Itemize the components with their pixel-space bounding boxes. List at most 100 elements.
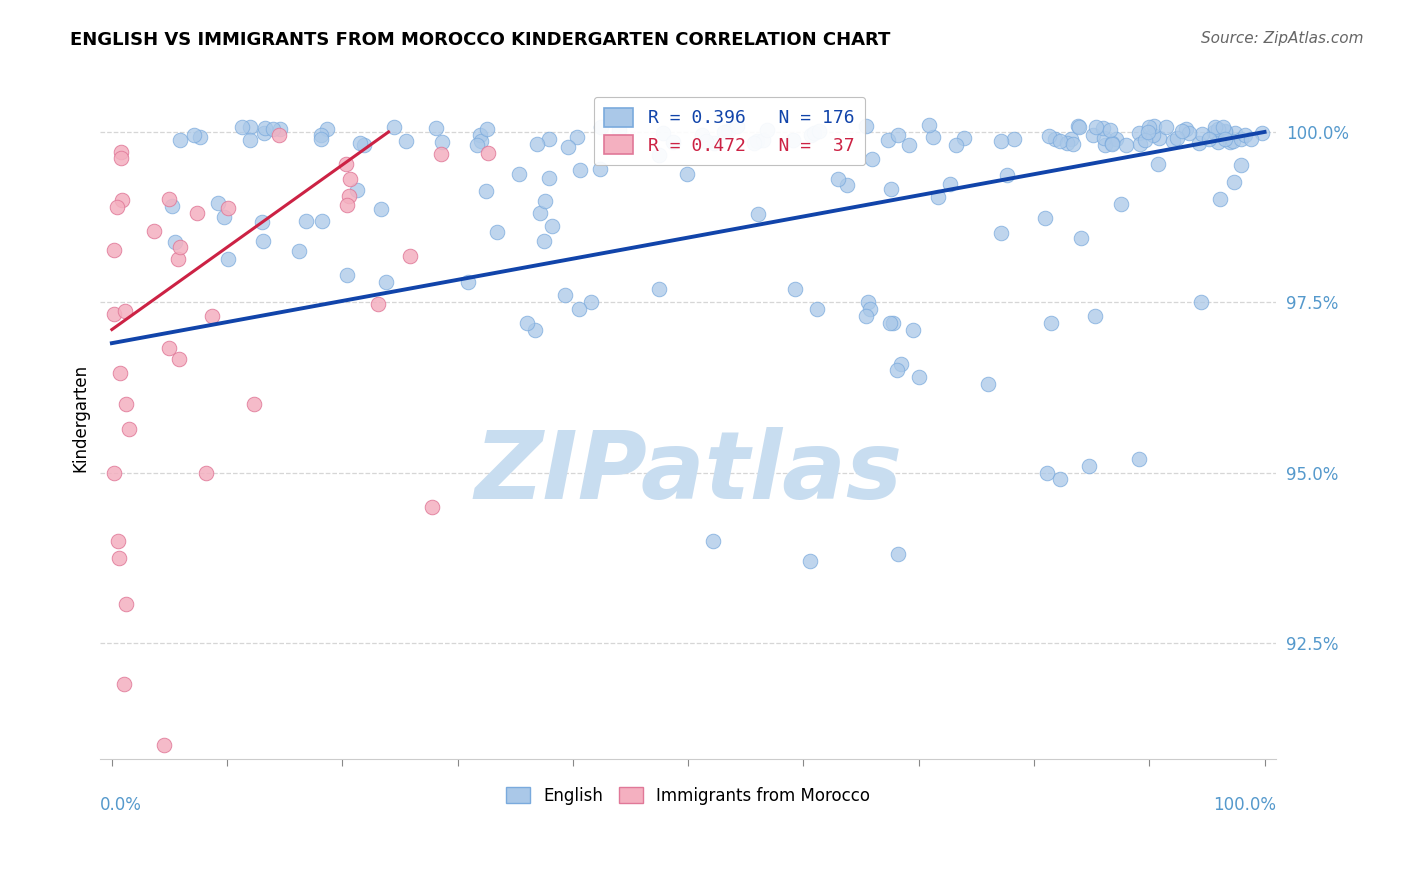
Point <box>105 200 128 214</box>
Point <box>114 397 136 411</box>
Point <box>1189 295 1212 310</box>
Point <box>162 199 184 213</box>
Point <box>114 304 136 318</box>
Point <box>859 302 882 317</box>
Point <box>990 226 1012 240</box>
Point <box>1198 132 1220 146</box>
Point <box>713 125 735 139</box>
Point <box>1128 452 1150 467</box>
Point <box>1099 122 1122 136</box>
Point <box>897 137 920 152</box>
Point <box>1251 127 1274 141</box>
Point <box>648 147 671 161</box>
Point <box>1109 196 1132 211</box>
Point <box>111 193 134 207</box>
Point <box>112 677 135 691</box>
Point <box>1143 120 1166 134</box>
Point <box>886 363 908 377</box>
Point <box>477 145 499 160</box>
Point <box>702 533 724 548</box>
Point <box>115 597 138 611</box>
Point <box>1191 127 1213 141</box>
Point <box>311 214 333 228</box>
Point <box>939 178 962 192</box>
Point <box>353 137 375 152</box>
Point <box>855 309 877 323</box>
Point <box>529 206 551 220</box>
Y-axis label: Kindergarten: Kindergarten <box>72 364 89 472</box>
Point <box>695 134 717 148</box>
Point <box>557 140 579 154</box>
Point <box>157 341 180 355</box>
Point <box>1067 120 1090 134</box>
Point <box>524 322 547 336</box>
Point <box>1188 136 1211 151</box>
Point <box>565 129 588 144</box>
Point <box>1213 125 1236 139</box>
Point <box>1212 120 1234 135</box>
Point <box>855 119 877 133</box>
Point <box>1101 136 1123 151</box>
Point <box>1223 126 1246 140</box>
Point <box>142 224 165 238</box>
Point <box>1219 135 1241 149</box>
Point <box>1070 231 1092 245</box>
Point <box>118 421 141 435</box>
Point <box>167 252 190 266</box>
Point <box>337 189 360 203</box>
Point <box>591 120 613 134</box>
Point <box>382 120 405 135</box>
Point <box>1171 124 1194 138</box>
Point <box>568 163 591 178</box>
Point <box>1084 309 1107 323</box>
Point <box>1209 192 1232 206</box>
Point <box>1085 120 1108 135</box>
Point <box>252 234 274 248</box>
Point <box>239 133 262 147</box>
Point <box>470 134 492 148</box>
Point <box>554 288 576 302</box>
Point <box>231 120 253 135</box>
Point <box>858 295 880 310</box>
Point <box>250 215 273 229</box>
Point <box>783 282 806 296</box>
Point <box>661 136 683 150</box>
Point <box>253 120 276 135</box>
Text: ENGLISH VS IMMIGRANTS FROM MOROCCO KINDERGARTEN CORRELATION CHART: ENGLISH VS IMMIGRANTS FROM MOROCCO KINDE… <box>70 31 890 49</box>
Point <box>990 134 1012 148</box>
Point <box>1204 120 1226 135</box>
Point <box>1135 133 1157 147</box>
Point <box>995 168 1018 182</box>
Point <box>1234 128 1257 142</box>
Point <box>877 133 900 147</box>
Point <box>1177 126 1199 140</box>
Point <box>1154 120 1177 135</box>
Point <box>1229 158 1251 172</box>
Point <box>806 302 828 317</box>
Point <box>370 202 392 217</box>
Point <box>651 126 673 140</box>
Point <box>103 466 125 480</box>
Point <box>782 133 804 147</box>
Point <box>1147 157 1170 171</box>
Point <box>309 128 332 142</box>
Point <box>375 275 398 289</box>
Legend: English, Immigrants from Morocco: English, Immigrants from Morocco <box>499 780 877 812</box>
Point <box>918 119 941 133</box>
Point <box>1077 458 1099 473</box>
Point <box>533 234 555 248</box>
Point <box>803 126 825 140</box>
Point <box>890 357 912 371</box>
Point <box>335 157 357 171</box>
Point <box>927 190 949 204</box>
Point <box>589 161 612 176</box>
Point <box>808 124 831 138</box>
Point <box>1147 131 1170 145</box>
Point <box>1049 134 1071 148</box>
Point <box>269 128 291 142</box>
Point <box>945 137 967 152</box>
Point <box>880 182 903 196</box>
Point <box>1222 175 1244 189</box>
Point <box>1049 472 1071 486</box>
Point <box>1163 134 1185 148</box>
